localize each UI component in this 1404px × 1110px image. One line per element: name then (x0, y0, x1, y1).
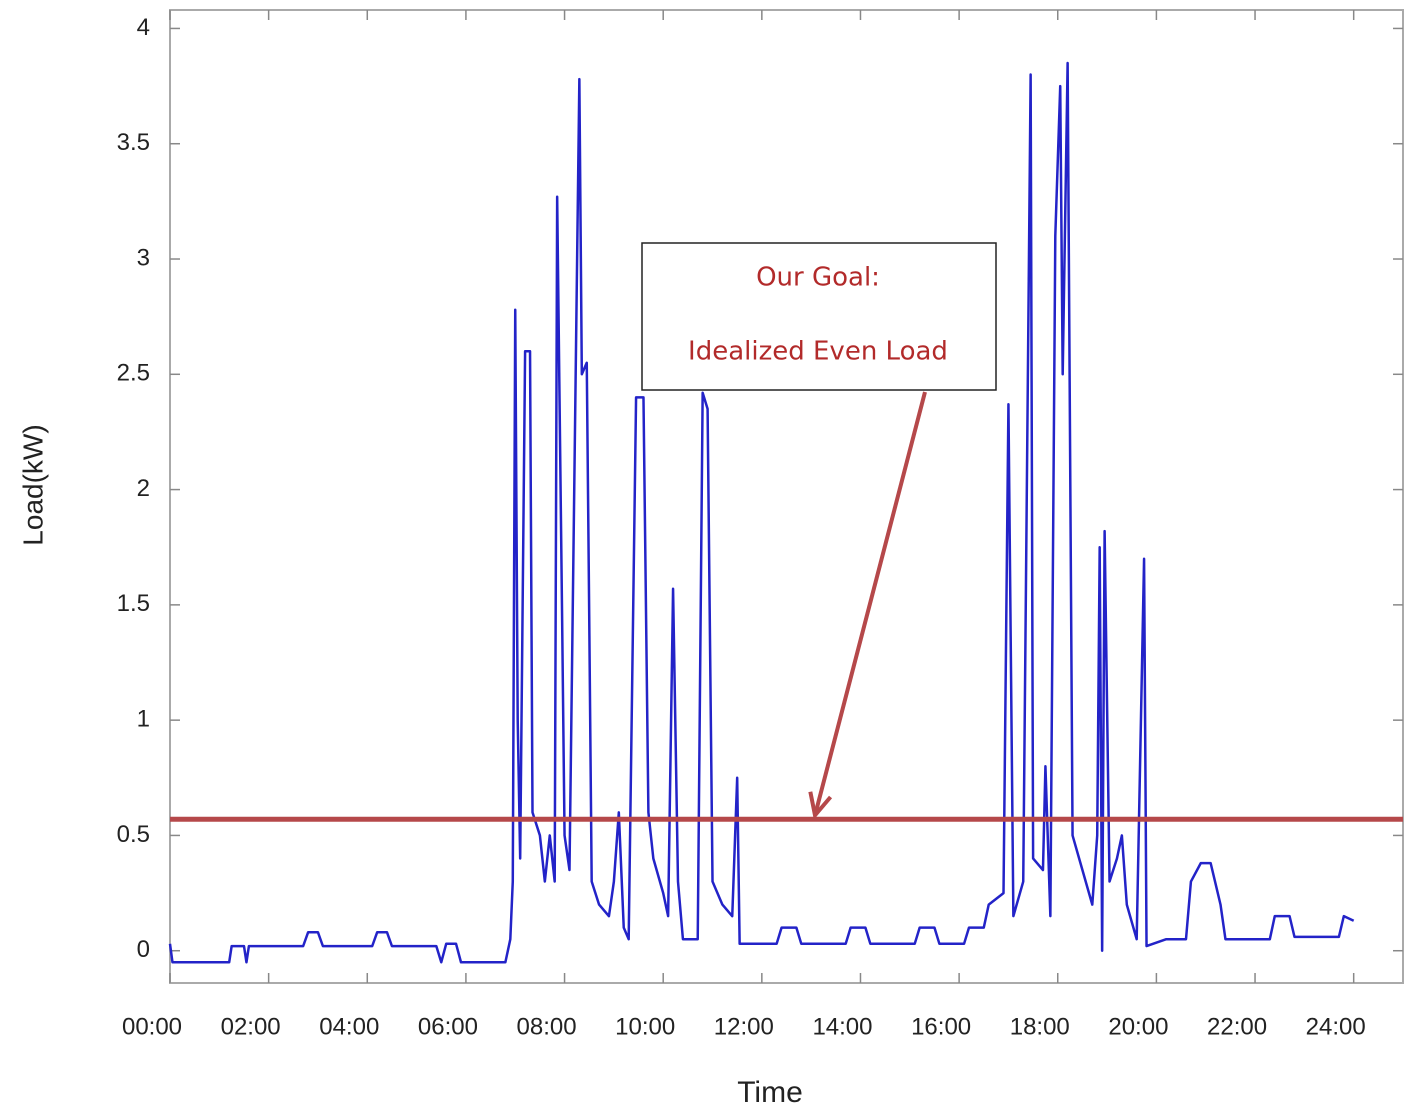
x-tick-label: 18:00 (1010, 1013, 1070, 1040)
y-tick-label: 1.5 (117, 590, 150, 617)
y-tick-label: 2 (137, 475, 150, 502)
arrow-shaft (813, 391, 927, 816)
x-tick-label: 06:00 (418, 1013, 478, 1040)
x-axis-label: Time (737, 1076, 803, 1109)
arrow-head (808, 791, 833, 820)
x-tick-label: 08:00 (517, 1013, 577, 1040)
y-tick-label: 0.5 (117, 821, 150, 848)
x-tick-label: 14:00 (812, 1013, 872, 1040)
y-tick-label: 3 (137, 244, 150, 271)
x-tick-label: 02:00 (221, 1013, 281, 1040)
x-tick-label: 20:00 (1108, 1013, 1168, 1040)
y-tick-label: 0 (137, 936, 150, 963)
load-line (168, 61, 1355, 964)
y-tick-label: 2.5 (117, 360, 150, 387)
annotation-text: Idealized Even Load (688, 337, 948, 367)
x-tick-label: 00:00 (122, 1013, 182, 1040)
x-tick-label: 12:00 (714, 1013, 774, 1040)
x-tick-label: 16:00 (911, 1013, 971, 1040)
marks: 0 0.5 1 1.5 2 2.5 3 3.5 4 00:00 02:00 04:00 06:00 08:… (117, 10, 1403, 1040)
y-tick-label: 3.5 (117, 129, 150, 156)
x-tick-label: 24:00 (1306, 1013, 1366, 1040)
y-axis-label: Load(kW) (17, 424, 48, 545)
plot-frame (169, 9, 1404, 984)
x-tick-label: 04:00 (319, 1013, 379, 1040)
x-tick-label: 10:00 (615, 1013, 675, 1040)
x-tick-label: 22:00 (1207, 1013, 1267, 1040)
y-tick-label: 1 (137, 705, 150, 732)
annotation-box (641, 242, 997, 391)
annotation-text: Our Goal: (756, 263, 880, 293)
y-tick-label: 4 (137, 14, 150, 41)
